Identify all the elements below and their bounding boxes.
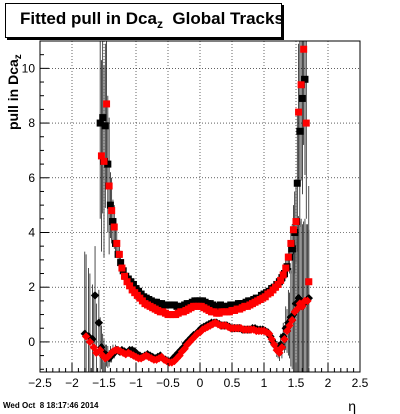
data-point-square xyxy=(302,119,310,127)
title-box: Fitted pull in Dcaz Global Tracks xyxy=(5,3,284,38)
data-point-square xyxy=(96,119,104,127)
y-tick-label: 2 xyxy=(28,280,35,294)
data-point-square xyxy=(105,182,113,190)
data-point-square xyxy=(289,226,297,234)
data-point-diamond xyxy=(277,343,287,352)
data-point-square xyxy=(305,278,313,286)
data-point-square xyxy=(109,218,117,226)
data-point-square xyxy=(277,276,285,284)
x-tick-label: −0.5 xyxy=(156,376,180,390)
y-tick-label: 0 xyxy=(28,335,35,349)
data-point-square xyxy=(117,259,125,267)
data-point-square xyxy=(103,100,111,108)
data-point-square xyxy=(115,250,123,258)
error-bars xyxy=(84,41,310,372)
tick-labels: −2.5 −2 −1.5 −1 −0.5 0 0.5 1 1.5 2 2.5 0 2 4 6 8 10 xyxy=(22,61,369,390)
x-axis-label: η xyxy=(348,398,356,414)
data-point-square xyxy=(274,280,282,288)
data-point-square xyxy=(282,264,290,272)
data-point-square xyxy=(118,264,126,272)
x-tick-label: 2 xyxy=(325,376,332,390)
y-tick-label: 10 xyxy=(22,61,36,75)
data-point-square xyxy=(101,122,109,130)
chart-title: Fitted pull in Dcaz Global Tracks xyxy=(20,9,284,31)
data-point-diamond xyxy=(130,347,139,356)
data-point-square xyxy=(295,108,303,116)
data-point-square xyxy=(296,127,304,135)
data-point-square xyxy=(129,280,137,288)
data-point-square xyxy=(106,201,114,209)
x-tick-label: 2.5 xyxy=(352,376,369,390)
axis-ticks xyxy=(39,40,361,372)
data-point-square xyxy=(97,152,105,160)
y-axis-label: pull in Dcaz xyxy=(5,54,24,130)
x-tick-label: −2.5 xyxy=(28,376,52,390)
data-point-square xyxy=(288,245,296,253)
x-tick-label: 1 xyxy=(261,376,268,390)
data-point-square xyxy=(104,160,112,168)
data-point-square xyxy=(279,271,287,279)
data-point-square xyxy=(293,179,301,187)
timestamp: Wed Oct 8 18:17:46 2014 xyxy=(3,401,99,410)
data-point-square xyxy=(292,218,300,226)
x-tick-label: 0.5 xyxy=(224,376,241,390)
data-point-square xyxy=(126,282,134,290)
data-point-square xyxy=(100,157,108,165)
data-point-square xyxy=(284,253,292,261)
data-point-square xyxy=(287,239,295,247)
data-point-diamond xyxy=(85,337,95,347)
data-point-diamond xyxy=(81,332,91,341)
x-tick-label: 0 xyxy=(197,376,204,390)
x-tick-label: −1 xyxy=(129,376,143,390)
data-point-square xyxy=(123,278,131,286)
y-tick-label: 8 xyxy=(28,116,35,130)
y-tick-label: 4 xyxy=(28,225,35,239)
data-point-square xyxy=(301,75,309,83)
data-point-square xyxy=(99,114,107,122)
data-point-square xyxy=(120,272,128,280)
y-tick-label: 6 xyxy=(28,171,35,185)
data-point-square xyxy=(113,239,121,247)
data-point-diamond xyxy=(195,328,205,337)
data-point-diamond xyxy=(90,291,100,300)
grid-lines xyxy=(40,41,360,372)
data-point-diamond xyxy=(280,334,289,344)
data-point-diamond xyxy=(103,352,113,362)
data-points xyxy=(80,45,313,367)
x-tick-label: −1.5 xyxy=(92,376,116,390)
x-tick-label: −2 xyxy=(65,376,79,390)
data-point-diamond xyxy=(88,334,97,344)
data-point-square xyxy=(300,45,308,53)
data-point-diamond xyxy=(94,318,104,327)
data-point-diamond xyxy=(287,315,297,325)
data-point-diamond xyxy=(303,296,312,306)
x-tick-label: 1.5 xyxy=(288,376,305,390)
data-point-square xyxy=(110,223,118,231)
data-point-square xyxy=(297,81,305,89)
data-point-square xyxy=(298,94,306,102)
data-point-square xyxy=(108,207,116,215)
